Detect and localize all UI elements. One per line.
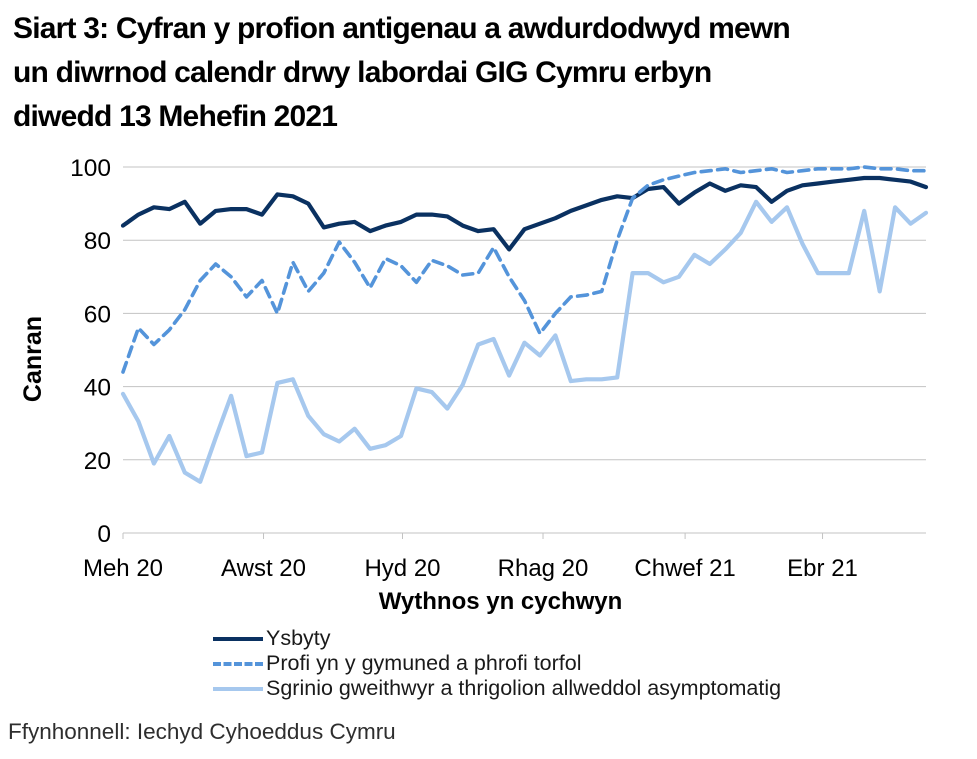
legend-dashed-line-icon: [213, 661, 263, 666]
y-axis-title: Canran: [19, 315, 47, 403]
series-line-1: [121, 165, 928, 374]
x-tick-label: Awst 20: [221, 555, 306, 582]
x-axis-title: Wythnos yn cychwyn: [378, 588, 623, 615]
legend-item-sgrinio: Sgrinio gweithwyr a thrigolion allweddol…: [213, 676, 781, 701]
x-tick-label: Ebr 21: [787, 555, 858, 582]
y-tick-label: 100: [70, 155, 111, 182]
legend-solid-line-icon: [213, 636, 263, 641]
y-tick-label: 40: [84, 375, 111, 402]
y-tick-label: 60: [84, 301, 111, 328]
x-tick-label: Rhag 20: [498, 555, 589, 582]
legend-item-ysbyty: Ysbyty: [213, 626, 781, 651]
legend-label: Sgrinio gweithwyr a thrigolion allweddol…: [266, 676, 782, 700]
chart-title: Siart 3: Cyfran y profion antigenau a aw…: [13, 7, 969, 139]
x-tick-label: Meh 20: [83, 555, 163, 582]
legend-lightblue-line-icon: [213, 686, 263, 691]
legend: Ysbyty Profi yn y gymuned a phrofi torfo…: [213, 626, 781, 701]
source-note: Ffynhonnell: Iechyd Cyhoeddus Cymru: [8, 719, 396, 744]
x-tick-label: Hyd 20: [364, 555, 440, 582]
x-tick-label: Chwef 21: [634, 555, 735, 582]
chart-title-line: Siart 3: Cyfran y profion antigenau a aw…: [13, 12, 791, 45]
chart-title-line: un diwrnod calendr drwy labordai GIG Cym…: [13, 56, 712, 89]
y-tick-label: 80: [84, 228, 111, 255]
chart-title-line: diwedd 13 Mehefin 2021: [13, 100, 338, 133]
y-tick-label: 20: [84, 448, 111, 475]
legend-item-profi: Profi yn y gymuned a phrofi torfol: [213, 651, 781, 676]
series-line-0: [120, 175, 929, 252]
series-line-2: [120, 199, 929, 484]
y-tick-label: 0: [97, 521, 111, 548]
legend-label: Profi yn y gymuned a phrofi torfol: [266, 651, 582, 675]
legend-label: Ysbyty: [266, 626, 331, 650]
